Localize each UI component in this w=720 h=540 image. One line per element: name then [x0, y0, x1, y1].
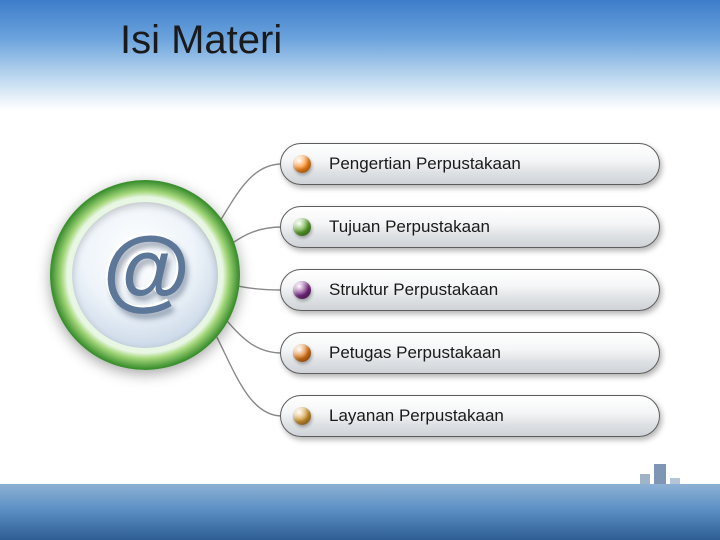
content-item-3[interactable]: Petugas Perpustakaan [280, 332, 660, 374]
bullet-icon [293, 407, 311, 425]
slide-root: Isi Materi @ Pengertian Perpustakaan Tuju… [0, 0, 720, 540]
content-item-1[interactable]: Tujuan Perpustakaan [280, 206, 660, 248]
bullet-icon [293, 155, 311, 173]
content-item-label: Pengertian Perpustakaan [329, 154, 521, 174]
content-item-4[interactable]: Layanan Perpustakaan [280, 395, 660, 437]
bullet-icon [293, 218, 311, 236]
content-item-label: Petugas Perpustakaan [329, 343, 501, 363]
page-title: Isi Materi [120, 18, 282, 63]
bottom-gradient-band [0, 484, 720, 540]
top-gradient-band [0, 0, 720, 110]
bullet-icon [293, 344, 311, 362]
bullet-icon [293, 281, 311, 299]
content-item-label: Tujuan Perpustakaan [329, 217, 490, 237]
hub-circle: @ [50, 180, 240, 370]
at-symbol-icon: @ [101, 220, 189, 323]
content-item-2[interactable]: Struktur Perpustakaan [280, 269, 660, 311]
content-item-0[interactable]: Pengertian Perpustakaan [280, 143, 660, 185]
hub-inner-disc: @ [72, 202, 218, 348]
content-item-label: Layanan Perpustakaan [329, 406, 504, 426]
content-item-label: Struktur Perpustakaan [329, 280, 498, 300]
